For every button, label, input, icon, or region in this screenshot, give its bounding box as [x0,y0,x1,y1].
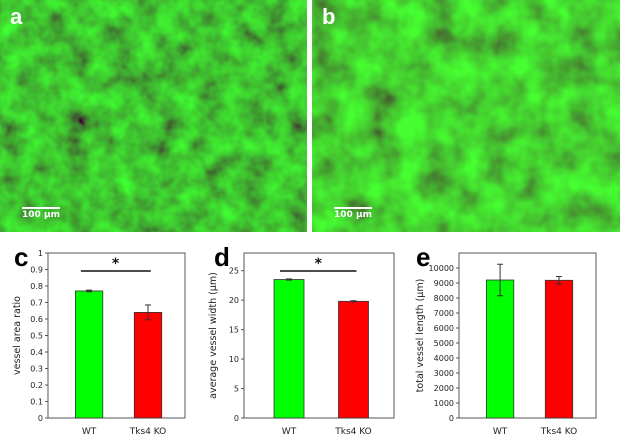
plot-frame [458,252,597,419]
y-tick-label: 20 [229,296,239,305]
y-tick-label: 25 [229,267,239,276]
x-tick-label: WT [493,427,508,437]
y-tick-label: 0.3 [30,365,43,374]
bar-wt [273,279,305,419]
bar-ko [133,311,163,419]
y-axis-label: average vessel width (µm) [208,272,219,399]
y-tick-label: 2000 [434,384,454,393]
y-tick-label: 0.6 [30,315,43,324]
x-tick-label: Tks4 KO [129,427,166,437]
plot-frame [47,252,186,419]
y-tick-label: 0.7 [30,299,43,308]
y-tick-label: 0.1 [30,398,43,407]
y-tick-label: 4000 [434,354,454,363]
y-tick-label: 5 [234,385,239,394]
y-tick-label: 0.4 [30,348,43,357]
significance-star: * [315,256,323,272]
scale-bar-b: 100 µm [334,207,372,220]
y-axis-label: vessel area ratio [12,296,23,375]
x-tick-label: WT [282,427,297,437]
y-tick-label: 3000 [434,369,454,378]
panel-label-d: d [214,242,230,272]
bar-wt [75,290,104,419]
y-tick-label: 0.2 [30,381,43,390]
y-tick-label: 6000 [434,324,454,333]
scale-bar-a: 100 µm [22,207,60,220]
y-tick-label: 0 [38,414,43,423]
micrograph-a: a 100 µm [0,0,307,232]
y-tick-label: 8000 [434,294,454,303]
bar-ko [338,300,369,419]
panel-label-e: e [416,242,431,272]
y-tick-label: 0.5 [30,332,43,341]
y-axis-label: total vessel length (µm) [415,279,426,393]
y-tick-label: 5000 [434,339,454,348]
significance-star: * [112,256,120,272]
y-tick-label: 0.9 [30,266,43,275]
y-tick-label: 0 [234,414,239,423]
panel-label-a: a [10,4,23,29]
y-tick-label: 1 [38,249,43,258]
y-tick-label: 10000 [429,264,454,273]
x-tick-label: WT [82,427,97,437]
y-tick-label: 9000 [434,279,454,288]
panel-label-b: b [322,4,336,29]
panel-label-c: c [14,242,29,272]
y-tick-label: 0.8 [30,282,43,291]
micrograph-b: b 100 µm [312,0,620,232]
bar-ko [544,279,574,419]
plot-frame [243,252,395,419]
y-tick-label: 1000 [434,399,454,408]
x-tick-label: Tks4 KO [334,427,371,437]
y-tick-label: 7000 [434,309,454,318]
y-tick-label: 15 [229,326,239,335]
bar-wt [485,279,515,419]
y-tick-label: 10 [229,355,239,364]
x-tick-label: Tks4 KO [540,427,577,437]
y-tick-label: 0 [449,414,454,423]
